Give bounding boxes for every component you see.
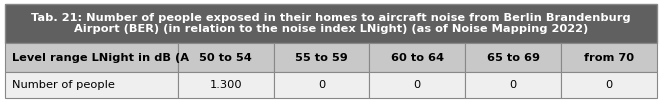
Text: 0: 0 xyxy=(605,80,612,90)
Bar xyxy=(561,43,657,72)
Bar xyxy=(465,72,561,98)
Bar xyxy=(178,72,273,98)
Text: Tab. 21: Number of people exposed in their homes to aircraft noise from Berlin B: Tab. 21: Number of people exposed in the… xyxy=(31,13,631,23)
Bar xyxy=(465,43,561,72)
Text: Number of people: Number of people xyxy=(12,80,115,90)
Bar xyxy=(561,72,657,98)
Bar xyxy=(273,43,369,72)
Bar xyxy=(5,4,657,43)
Bar xyxy=(369,43,465,72)
Bar xyxy=(5,43,178,72)
Text: 65 to 69: 65 to 69 xyxy=(487,53,540,63)
Text: Level range LNight in dB (A: Level range LNight in dB (A xyxy=(12,53,189,63)
Text: 60 to 64: 60 to 64 xyxy=(391,53,444,63)
Text: 0: 0 xyxy=(510,80,517,90)
Bar xyxy=(369,72,465,98)
Text: 1.300: 1.300 xyxy=(209,80,242,90)
Text: 55 to 59: 55 to 59 xyxy=(295,53,348,63)
Text: 50 to 54: 50 to 54 xyxy=(199,53,252,63)
Bar xyxy=(5,72,178,98)
Text: 0: 0 xyxy=(414,80,421,90)
Bar xyxy=(178,43,273,72)
Text: Airport (BER) (in relation to the noise index LNight) (as of Noise Mapping 2022): Airport (BER) (in relation to the noise … xyxy=(74,24,588,34)
Text: from 70: from 70 xyxy=(584,53,634,63)
Text: 0: 0 xyxy=(318,80,325,90)
Bar xyxy=(273,72,369,98)
